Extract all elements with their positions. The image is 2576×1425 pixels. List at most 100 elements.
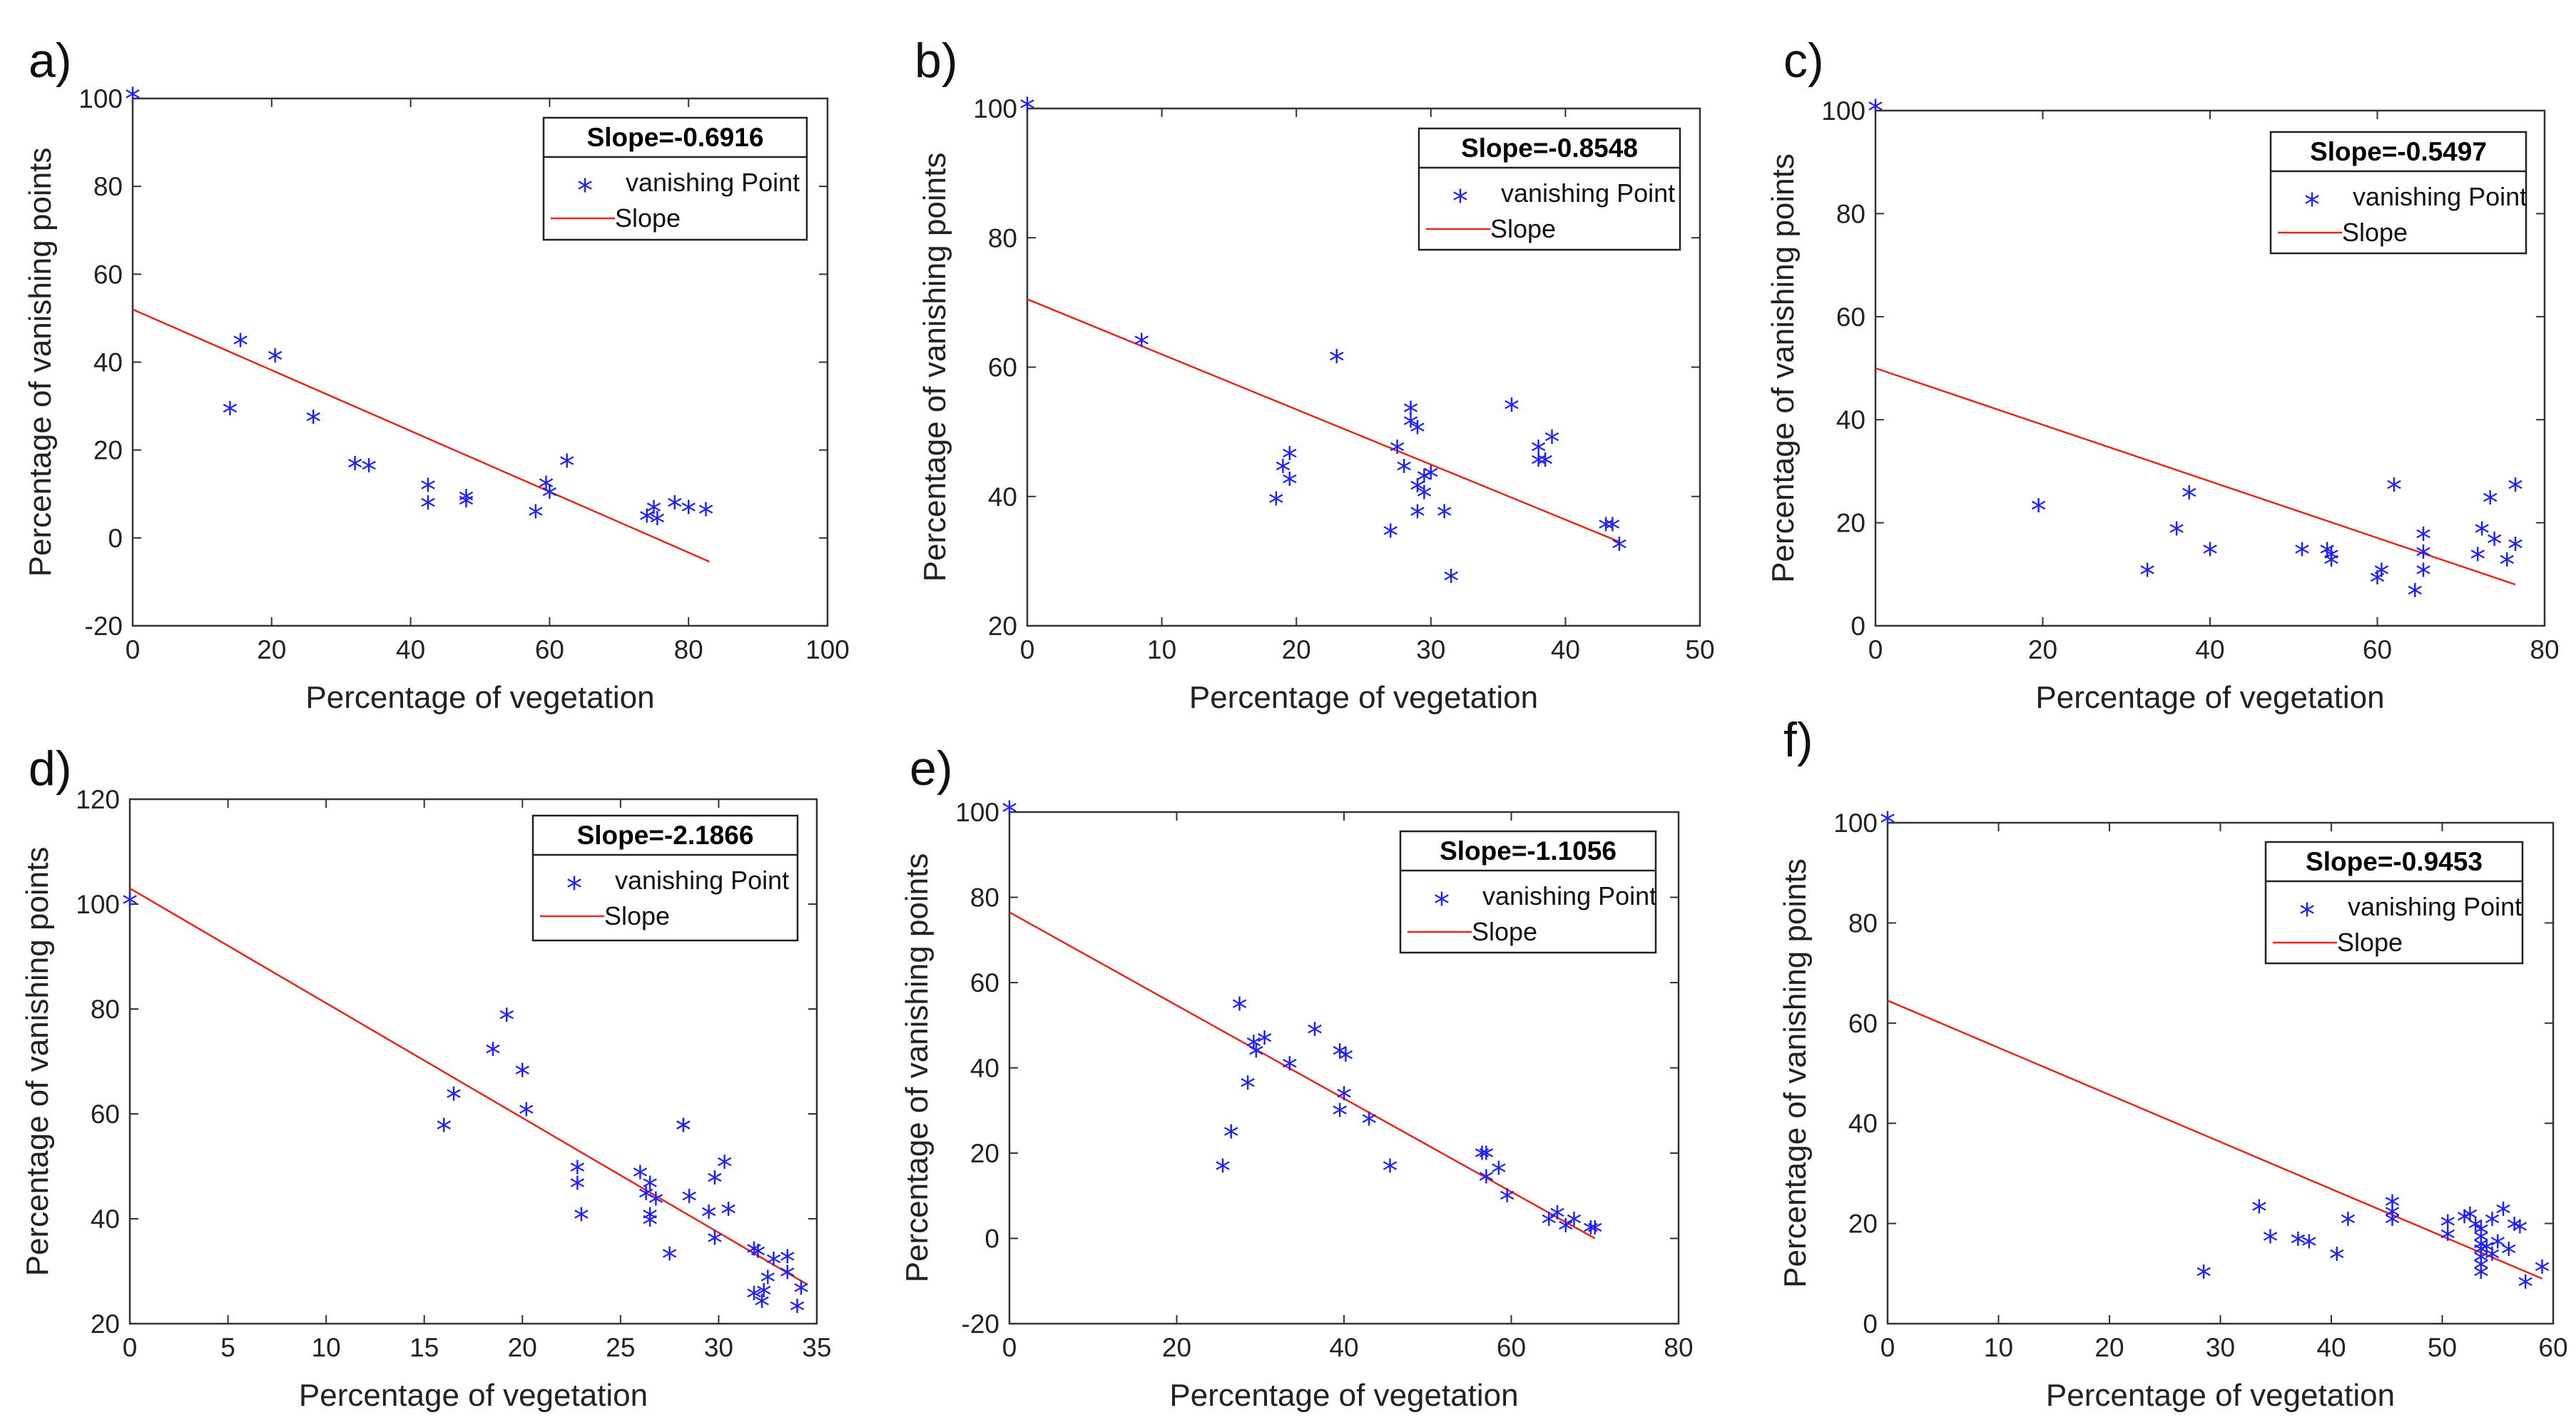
y-tick-label: 120 <box>76 785 120 814</box>
data-point: * <box>1541 1207 1557 1243</box>
x-tick-label: 20 <box>2094 1333 2124 1362</box>
y-tick-label: 0 <box>1863 1309 1878 1339</box>
data-point: * <box>2385 1207 2401 1243</box>
data-point: * <box>1868 93 1883 130</box>
data-point: * <box>707 1225 723 1262</box>
data-point: * <box>2484 1207 2500 1243</box>
data-point: * <box>2468 1212 2483 1248</box>
data-point: * <box>1390 434 1405 470</box>
data-point: * <box>1282 440 1298 477</box>
data-point: * <box>1382 1153 1398 1190</box>
data-point: * <box>2440 1209 2455 1245</box>
data-point: * <box>1583 1215 1599 1252</box>
y-tick-label: 100 <box>955 798 999 827</box>
data-point: * <box>2473 1244 2489 1280</box>
y-tick-label: 100 <box>973 94 1017 123</box>
y-tick-label: 40 <box>91 1205 120 1234</box>
x-tick-label: 10 <box>312 1333 341 1362</box>
data-point: * <box>347 450 363 487</box>
data-point: * <box>1223 1119 1239 1155</box>
data-point: * <box>1248 1038 1264 1075</box>
data-point: * <box>559 448 575 485</box>
x-tick-label: 20 <box>1282 635 1311 664</box>
data-point: * <box>662 1241 678 1277</box>
data-point: * <box>514 1058 530 1094</box>
data-point: * <box>1403 408 1419 445</box>
data-point: * <box>1332 1038 1348 1075</box>
data-point: * <box>1612 531 1627 567</box>
data-point: * <box>2473 1217 2489 1253</box>
data-point: * <box>2323 547 2339 583</box>
y-tick-label: 80 <box>988 223 1017 253</box>
data-point: * <box>1478 1140 1494 1177</box>
chart-panel-d: d) 0 5 10 15 20 25 30 35 20 40 60 80 100 120 Percentage… <box>20 741 832 1413</box>
x-tick-label: 60 <box>2363 635 2392 664</box>
data-point: * <box>667 490 683 527</box>
chart-panel-c: c) 0 20 40 60 80 0 20 40 60 80 100 Percentage of veg… <box>1766 34 2560 715</box>
data-point: * <box>1396 454 1412 490</box>
data-point: * <box>2251 1194 2267 1230</box>
data-point: * <box>1257 1025 1273 1062</box>
x-tick-label: 20 <box>257 635 286 664</box>
y-tick-label: 20 <box>93 436 123 465</box>
data-point: * <box>2415 557 2431 594</box>
data-point: * <box>646 495 662 531</box>
legend-line-label: Slope <box>1472 917 1537 946</box>
data-point: * <box>2499 547 2515 583</box>
data-point: * <box>528 499 544 535</box>
data-point: * <box>574 1202 589 1238</box>
data-point: * <box>2319 537 2335 573</box>
y-tick-label: 40 <box>970 1054 999 1083</box>
data-point: * <box>642 1170 658 1207</box>
data-point: * <box>754 1288 770 1324</box>
x-tick-label: 40 <box>1551 635 1580 664</box>
data-point: * <box>2196 1259 2211 1295</box>
x-tick-label: 60 <box>1497 1333 1526 1362</box>
y-axis-label: Percentage of vanishing points <box>1766 153 1801 583</box>
chart-panel-b: b) 0 10 20 30 40 50 20 40 60 80 100 Percentage of ve… <box>915 34 1715 715</box>
data-point: * <box>756 1278 772 1314</box>
data-point: * <box>1240 1070 1256 1106</box>
x-axis-label: Percentage of vegetation <box>1169 1378 1518 1413</box>
x-tick-label: 10 <box>1984 1333 2013 1362</box>
y-axis-label: Percentage of vanishing points <box>23 148 58 577</box>
panel-label: d) <box>29 741 71 796</box>
data-point: * <box>2508 532 2523 568</box>
legend-box <box>542 116 808 241</box>
data-point: * <box>1500 1183 1515 1219</box>
x-tick-label: 40 <box>396 635 425 664</box>
data-point: * <box>1443 564 1459 600</box>
x-tick-label: 80 <box>2530 635 2559 664</box>
data-point: * <box>459 483 474 519</box>
legend-title: Slope=-0.5497 <box>2310 137 2487 166</box>
legend: Slope=-0.6916 * vanishing Point Slope <box>542 116 808 241</box>
data-point: * <box>1336 1080 1352 1117</box>
legend-line-label: Slope <box>615 203 681 233</box>
y-tick-label: 80 <box>970 883 999 913</box>
data-point: * <box>2323 542 2339 578</box>
data-point: * <box>780 1244 795 1280</box>
x-tick-label: 35 <box>802 1333 831 1362</box>
data-point: * <box>2301 1229 2317 1265</box>
panel-label: b) <box>915 34 957 88</box>
legend-marker-symbol: * <box>566 871 582 907</box>
data-point: * <box>569 1155 585 1191</box>
data-point: * <box>1604 512 1620 548</box>
data-point: * <box>746 1280 762 1317</box>
y-tick-label: 40 <box>1848 1109 1878 1138</box>
data-point: * <box>2440 1222 2455 1258</box>
data-point: * <box>1307 1017 1323 1053</box>
data-point: * <box>793 1275 809 1312</box>
y-tick-label: 100 <box>76 890 120 919</box>
x-axis-label: Percentage of vegetation <box>305 680 654 715</box>
data-point: * <box>717 1150 733 1186</box>
x-tick-label: 40 <box>2195 635 2224 664</box>
data-point: * <box>750 1238 765 1274</box>
y-tick-label: 60 <box>1836 303 1865 332</box>
data-point: * <box>122 887 138 923</box>
legend-line-label: Slope <box>1490 214 1556 243</box>
x-tick-label: 50 <box>1685 635 1714 664</box>
data-point: * <box>2407 578 2423 614</box>
slope-fit-line <box>129 887 808 1285</box>
